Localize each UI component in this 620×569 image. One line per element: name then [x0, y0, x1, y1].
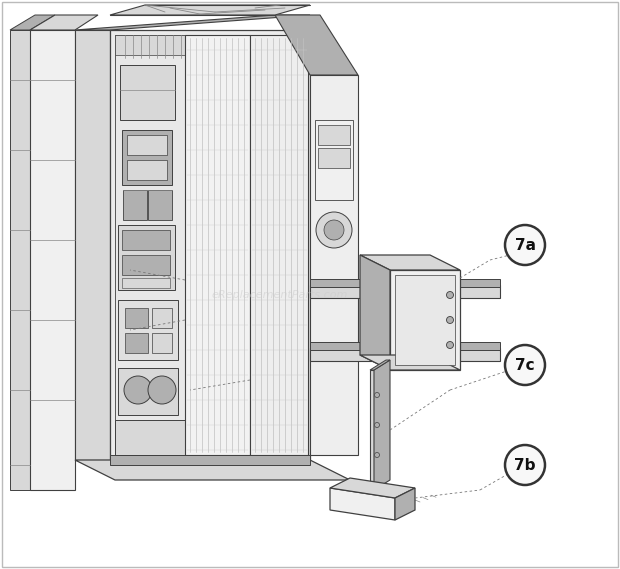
Polygon shape — [310, 342, 500, 350]
Polygon shape — [122, 255, 170, 275]
Polygon shape — [330, 488, 395, 520]
Polygon shape — [275, 15, 358, 75]
Polygon shape — [122, 130, 172, 185]
Polygon shape — [395, 275, 455, 365]
Polygon shape — [127, 160, 167, 180]
Polygon shape — [360, 355, 460, 370]
Polygon shape — [118, 300, 178, 360]
Polygon shape — [310, 75, 358, 455]
Polygon shape — [10, 15, 55, 30]
Polygon shape — [318, 148, 350, 168]
Polygon shape — [115, 35, 185, 455]
Polygon shape — [10, 30, 30, 490]
Polygon shape — [123, 190, 147, 220]
Polygon shape — [148, 190, 172, 220]
Polygon shape — [395, 488, 415, 520]
Polygon shape — [370, 360, 390, 370]
Polygon shape — [310, 279, 500, 287]
Polygon shape — [370, 370, 374, 490]
Polygon shape — [75, 30, 110, 460]
Polygon shape — [115, 35, 185, 55]
Circle shape — [446, 316, 453, 324]
Polygon shape — [152, 333, 172, 353]
Polygon shape — [122, 230, 170, 250]
Text: 7b: 7b — [514, 457, 536, 472]
Circle shape — [446, 291, 453, 299]
Polygon shape — [185, 35, 250, 455]
Polygon shape — [120, 65, 175, 120]
Polygon shape — [315, 120, 353, 200]
Polygon shape — [125, 333, 148, 353]
Polygon shape — [360, 255, 390, 370]
Text: eReplacementParts.com: eReplacementParts.com — [212, 290, 348, 300]
Circle shape — [505, 345, 545, 385]
Polygon shape — [310, 348, 500, 361]
Polygon shape — [110, 455, 310, 465]
Circle shape — [446, 341, 453, 348]
Text: 7a: 7a — [515, 237, 536, 253]
Text: 7c: 7c — [515, 357, 535, 373]
Polygon shape — [75, 460, 350, 480]
Polygon shape — [30, 30, 75, 490]
Circle shape — [324, 220, 344, 240]
Circle shape — [316, 212, 352, 248]
Polygon shape — [118, 368, 178, 415]
Polygon shape — [110, 5, 310, 15]
Polygon shape — [125, 308, 148, 328]
Polygon shape — [250, 35, 308, 455]
Polygon shape — [374, 360, 390, 490]
Polygon shape — [122, 278, 170, 288]
Polygon shape — [310, 285, 500, 298]
Circle shape — [505, 445, 545, 485]
Polygon shape — [110, 30, 310, 460]
Polygon shape — [152, 308, 172, 328]
Polygon shape — [118, 225, 175, 290]
Polygon shape — [390, 270, 460, 370]
Circle shape — [148, 376, 176, 404]
Polygon shape — [330, 478, 415, 498]
Polygon shape — [127, 135, 167, 155]
Circle shape — [374, 452, 379, 457]
Polygon shape — [30, 15, 98, 30]
Polygon shape — [115, 420, 185, 455]
Polygon shape — [360, 255, 460, 270]
Polygon shape — [318, 125, 350, 145]
Circle shape — [505, 225, 545, 265]
Polygon shape — [75, 15, 310, 30]
Circle shape — [374, 393, 379, 398]
Circle shape — [374, 423, 379, 427]
Circle shape — [124, 376, 152, 404]
